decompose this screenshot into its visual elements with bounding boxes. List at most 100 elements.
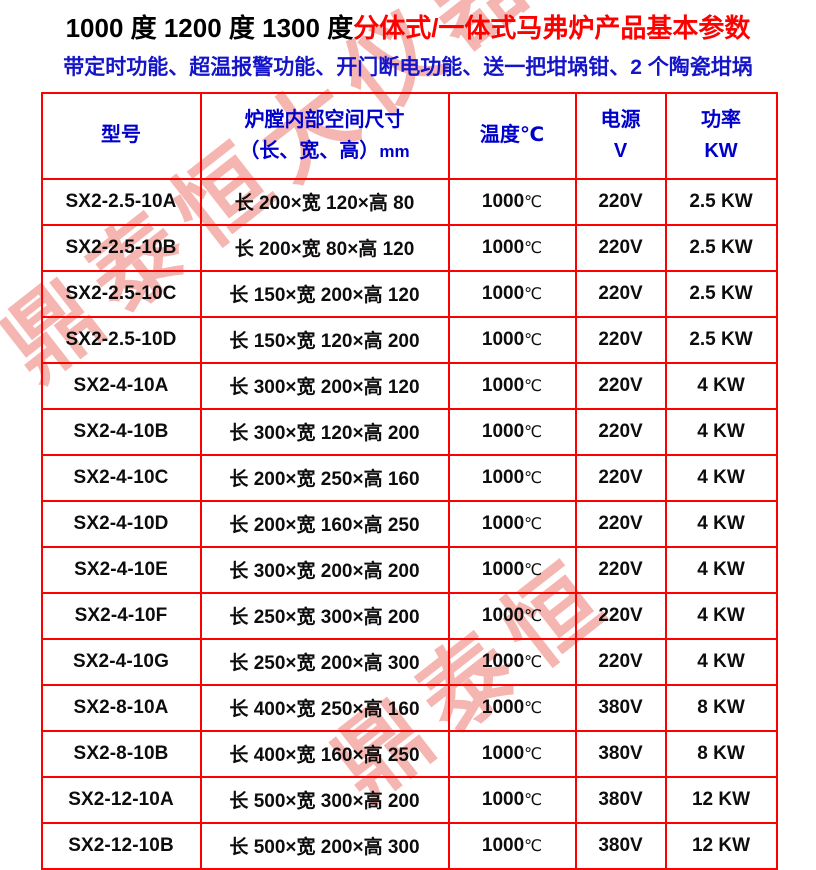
cell-model: SX2-4-10E [40, 545, 202, 594]
column-header-dimensions-unit: mm [379, 141, 410, 161]
cell-temperature: 1000℃ [447, 683, 577, 732]
cell-temperature: 1000℃ [447, 591, 577, 640]
spec-table-wrapper: 型号 炉膛内部空间尺寸 （长、宽、高）mm 温度℃ 电源 V 功率 [40, 91, 778, 870]
cell-temperature: 1000℃ [447, 499, 577, 548]
cell-model: SX2-4-10B [40, 407, 202, 456]
cell-temperature-unit: ℃ [524, 239, 543, 257]
cell-dimensions: 长 500×宽 200×高 300 [199, 821, 450, 870]
cell-voltage: 220V [574, 591, 667, 640]
cell-model: SX2-4-10G [40, 637, 202, 686]
cell-model: SX2-2.5-10A [40, 177, 202, 226]
cell-model: SX2-4-10F [40, 591, 202, 640]
column-header-dimensions-line2-text: （长、宽、高） [239, 139, 380, 162]
cell-voltage: 220V [574, 499, 667, 548]
column-header-voltage-line2: V [613, 139, 628, 162]
column-header-power: 功率 KW [664, 91, 778, 180]
cell-power: 4 KW [664, 545, 778, 594]
cell-temperature-unit: ℃ [524, 607, 543, 625]
cell-temperature-value: 1000 [481, 604, 525, 626]
cell-temperature: 1000℃ [447, 177, 577, 226]
table-row: SX2-4-10G 长 250×宽 200×高 300 1000℃ 220V 4 KW [40, 637, 778, 686]
cell-temperature-value: 1000 [481, 282, 525, 304]
cell-temperature: 1000℃ [447, 269, 577, 318]
cell-temperature-value: 1000 [481, 558, 525, 580]
cell-voltage: 220V [574, 315, 667, 364]
cell-temperature-value: 1000 [481, 236, 525, 258]
cell-temperature-value: 1000 [481, 650, 525, 672]
cell-power: 2.5 KW [664, 223, 778, 272]
spec-table-head: 型号 炉膛内部空间尺寸 （长、宽、高）mm 温度℃ 电源 V 功率 [40, 91, 778, 180]
spec-table: 型号 炉膛内部空间尺寸 （长、宽、高）mm 温度℃ 电源 V 功率 [40, 91, 778, 870]
column-header-power-line2: KW [704, 139, 738, 162]
column-header-model: 型号 [40, 91, 202, 180]
table-row: SX2-4-10D 长 200×宽 160×高 250 1000℃ 220V 4 KW [40, 499, 778, 548]
table-row: SX2-2.5-10D 长 150×宽 120×高 200 1000℃ 220V 2.5… [40, 315, 778, 364]
cell-power: 4 KW [664, 361, 778, 410]
cell-model: SX2-12-10A [40, 775, 202, 824]
cell-power: 4 KW [664, 407, 778, 456]
cell-temperature-unit: ℃ [524, 193, 543, 211]
cell-temperature-unit: ℃ [524, 331, 543, 349]
column-header-voltage: 电源 V [574, 91, 667, 180]
column-header-model-line1: 型号 [101, 124, 141, 147]
cell-temperature: 1000℃ [447, 821, 577, 870]
cell-dimensions: 长 200×宽 120×高 80 [199, 177, 450, 226]
cell-voltage: 220V [574, 223, 667, 272]
cell-temperature-unit: ℃ [524, 285, 543, 303]
cell-dimensions: 长 250×宽 300×高 200 [199, 591, 450, 640]
cell-model: SX2-2.5-10D [40, 315, 202, 364]
cell-model: SX2-8-10B [40, 729, 202, 778]
cell-dimensions: 长 300×宽 200×高 200 [199, 545, 450, 594]
cell-temperature-value: 1000 [481, 190, 525, 212]
spec-table-body: SX2-2.5-10A 长 200×宽 120×高 80 1000℃ 220V 2.5 … [40, 177, 778, 870]
cell-dimensions: 长 400×宽 250×高 160 [199, 683, 450, 732]
cell-voltage: 220V [574, 637, 667, 686]
table-row: SX2-2.5-10A 长 200×宽 120×高 80 1000℃ 220V 2.5 … [40, 177, 778, 226]
column-header-dimensions-line1: 炉膛内部空间尺寸 [244, 108, 405, 131]
cell-voltage: 380V [574, 729, 667, 778]
table-row: SX2-8-10B 长 400×宽 160×高 250 1000℃ 380V 8 KW [40, 729, 778, 778]
cell-temperature-unit: ℃ [524, 837, 543, 855]
cell-voltage: 220V [574, 407, 667, 456]
cell-model: SX2-4-10A [40, 361, 202, 410]
cell-voltage: 220V [574, 545, 667, 594]
cell-temperature-unit: ℃ [524, 699, 543, 717]
cell-temperature-unit: ℃ [524, 745, 543, 763]
cell-power: 4 KW [664, 499, 778, 548]
cell-model: SX2-2.5-10B [40, 223, 202, 272]
table-row: SX2-12-10B 长 500×宽 200×高 300 1000℃ 380V 12 K… [40, 821, 778, 870]
cell-voltage: 220V [574, 177, 667, 226]
cell-dimensions: 长 250×宽 200×高 300 [199, 637, 450, 686]
cell-temperature-value: 1000 [481, 374, 525, 396]
cell-dimensions: 长 500×宽 300×高 200 [199, 775, 450, 824]
cell-temperature-value: 1000 [481, 834, 525, 856]
cell-temperature: 1000℃ [447, 223, 577, 272]
cell-temperature-value: 1000 [481, 328, 525, 350]
table-row: SX2-12-10A 长 500×宽 300×高 200 1000℃ 380V 12 K… [40, 775, 778, 824]
cell-power: 4 KW [664, 453, 778, 502]
cell-model: SX2-4-10D [40, 499, 202, 548]
page-title-black-part: 1000 度 1200 度 1300 度 [65, 13, 354, 43]
page-title-red-part: 分体式/一体式马弗炉产品基本参数 [353, 13, 751, 43]
cell-temperature-unit: ℃ [524, 561, 543, 579]
cell-temperature-unit: ℃ [524, 515, 543, 533]
cell-voltage: 380V [574, 775, 667, 824]
cell-temperature-unit: ℃ [524, 791, 543, 809]
cell-power: 2.5 KW [664, 315, 778, 364]
cell-voltage: 220V [574, 453, 667, 502]
column-header-dimensions-line2: （长、宽、高）mm [202, 136, 448, 167]
table-row: SX2-4-10F 长 250×宽 300×高 200 1000℃ 220V 4 KW [40, 591, 778, 640]
cell-temperature-value: 1000 [481, 420, 525, 442]
cell-temperature: 1000℃ [447, 637, 577, 686]
cell-temperature-value: 1000 [481, 696, 525, 718]
cell-temperature: 1000℃ [447, 545, 577, 594]
cell-dimensions: 长 150×宽 120×高 200 [199, 315, 450, 364]
cell-dimensions: 长 300×宽 200×高 120 [199, 361, 450, 410]
table-row: SX2-4-10E 长 300×宽 200×高 200 1000℃ 220V 4 KW [40, 545, 778, 594]
cell-dimensions: 长 200×宽 80×高 120 [199, 223, 450, 272]
cell-dimensions: 长 200×宽 250×高 160 [199, 453, 450, 502]
cell-temperature: 1000℃ [447, 361, 577, 410]
cell-temperature-value: 1000 [481, 466, 525, 488]
cell-voltage: 380V [574, 821, 667, 870]
cell-voltage: 220V [574, 361, 667, 410]
